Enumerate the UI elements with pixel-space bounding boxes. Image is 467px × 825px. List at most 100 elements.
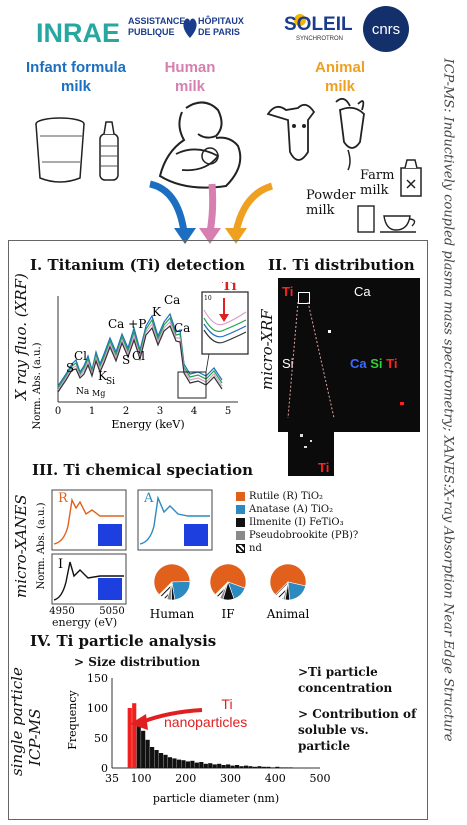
- infant-formula-title: Infant formula milk: [26, 59, 126, 95]
- pie-slice-rutile: [153, 563, 191, 596]
- pie-label-if: IF: [221, 607, 234, 621]
- combo-ti: Ti: [386, 356, 398, 371]
- map-ti-label: Ti: [282, 284, 294, 299]
- legend-rutile: Rutile (R) TiO₂: [236, 490, 358, 503]
- histogram-ytick: 100: [87, 702, 108, 715]
- peak-label-ca2: Ca: [164, 293, 180, 307]
- pie-slice-rutile: [209, 563, 247, 596]
- xrf-spectra-curves: [57, 312, 223, 393]
- powder-milk-label: Powder milk: [306, 188, 356, 218]
- xanes-xtick: 4950: [49, 606, 74, 616]
- histogram-xlabel: particle diameter (nm): [153, 792, 279, 805]
- xrf-xticks: 0 1 2 3 4 5: [55, 406, 231, 417]
- xrf-xtick: 4: [191, 406, 197, 417]
- map-hotspot: [328, 330, 331, 333]
- histogram-xtick: 35: [105, 772, 119, 785]
- ti-inset-label: Ti: [222, 282, 237, 294]
- map-ti-spot: [400, 402, 404, 405]
- ti-concentration-label: >Ti particle concentration: [298, 665, 393, 695]
- histogram-bar: [185, 761, 190, 768]
- nanoparticles-arrow-head: [130, 714, 148, 730]
- histogram-ylabel: Frequency: [66, 689, 79, 749]
- histogram-bar: [163, 754, 168, 768]
- section2-title: II. Ti distribution: [268, 256, 415, 274]
- histogram-bar: [279, 767, 284, 768]
- histogram-bar: [257, 766, 262, 768]
- aphp-heart-icon: [183, 18, 197, 38]
- ti-peak-arrow: [219, 314, 229, 322]
- human-arrow-head: [199, 228, 221, 244]
- animal-arrow-head: [225, 228, 247, 244]
- xanes-ylabel: Norm. Abs. (a.u.): [36, 502, 47, 589]
- histogram-bar: [288, 767, 293, 768]
- soleil-logo: SOLEIL: [284, 14, 353, 35]
- nanoparticles-annotation-line1: Ti: [221, 696, 233, 712]
- histogram-bar: [158, 753, 164, 768]
- section4-title: IV. Ti particle analysis: [30, 632, 217, 650]
- pie-slice-nd: [158, 581, 173, 600]
- legend-anatase-label: Anatase (A) TiO₂: [249, 504, 334, 515]
- map-ca-label: Ca: [354, 284, 371, 299]
- histogram-bar: [243, 765, 249, 768]
- pie-label-human: Human: [150, 607, 195, 621]
- size-distribution-label: > Size distribution: [74, 655, 201, 669]
- peak-label-s2: S: [122, 353, 130, 367]
- cow-goat-illustration: [266, 97, 365, 171]
- aphp-logo: ASSISTANCE PUBLIQUE HÔPITAUX DE PARIS: [128, 14, 258, 50]
- ti-zoom-label: Ti: [318, 460, 330, 475]
- farm-milk-bottle-icon: [400, 159, 422, 197]
- combo-ca: Ca: [350, 356, 367, 371]
- histogram-bar: [194, 762, 199, 768]
- histogram-xtick: 500: [310, 772, 331, 785]
- map-zoom-box: [298, 292, 310, 304]
- farm-milk-label: Farm milk: [360, 168, 395, 198]
- histogram-bar: [150, 747, 155, 768]
- histogram-bar: [239, 766, 244, 768]
- soluble-vs-particle-label: > Contribution of soluble vs. particle: [298, 707, 417, 753]
- xanes-panel-i-label: I: [58, 557, 63, 572]
- section4-vlabel2: ICP-MS: [26, 708, 44, 766]
- xanes-panel-r-label: R: [58, 491, 69, 506]
- histogram-bar: [230, 765, 235, 768]
- histogram-bar: [199, 762, 204, 768]
- legend-pseudobrookite: Pseudobrookite (PB)?: [236, 529, 358, 542]
- abbreviations-text: ICP-MS: Inductively coupled plasma mass …: [440, 58, 456, 742]
- histogram-ytick: 50: [94, 732, 108, 745]
- histogram-bar: [217, 763, 222, 768]
- speciation-legend: Rutile (R) TiO₂ Anatase (A) TiO₂ Ilmenit…: [236, 490, 358, 555]
- pie-label-animal: Animal: [266, 607, 310, 621]
- legend-swatch: [236, 544, 245, 553]
- combo-si: Si: [370, 356, 383, 371]
- histogram-bar: [270, 767, 275, 768]
- legend-nd: nd: [236, 542, 358, 555]
- histogram-bar: [167, 757, 173, 768]
- xrf-xtick: 3: [157, 406, 163, 417]
- histogram-xtick: 200: [175, 772, 196, 785]
- pie-slice-anatase: [171, 581, 191, 601]
- peak-label-s1: S: [66, 361, 74, 375]
- xrf-ylabel: Norm. Abs. (a.u.): [32, 342, 43, 429]
- histogram-bar: [176, 759, 182, 768]
- infant-formula-illustration: [35, 117, 119, 183]
- histogram-bar: [203, 763, 208, 768]
- results-frame: [8, 240, 428, 820]
- infant-arrow-head: [174, 228, 196, 244]
- legend-ilmenite-label: Ilmenite (I) FeTiO₃: [249, 517, 344, 528]
- xanes-xlabel: energy (eV): [52, 616, 118, 629]
- legend-nd-label: nd: [249, 543, 262, 554]
- histogram-ytick: 0: [101, 762, 108, 775]
- nanoparticles-arrow: [130, 708, 203, 730]
- histogram-xtick: 400: [265, 772, 286, 785]
- xanes-panel-r-map: [98, 524, 122, 546]
- xanes-panel-a-label: A: [143, 491, 154, 506]
- legend-rutile-label: Rutile (R) TiO₂: [249, 491, 324, 502]
- histogram-bar: [226, 764, 231, 768]
- histogram-bar: [208, 763, 213, 768]
- histogram-bar: [221, 765, 226, 768]
- legend-ilmenite: Ilmenite (I) FeTiO₃: [236, 516, 358, 529]
- map-combo-label: Ca Si Ti: [350, 356, 398, 371]
- histogram-bar: [284, 767, 289, 768]
- histogram-bar: [132, 703, 137, 768]
- soleil-subtitle: SYNCHROTRON: [296, 36, 344, 42]
- xrf-spectrum-chart: Norm. Abs. (a.u.) S Cl Na Mg Si K Ca +P …: [32, 293, 238, 431]
